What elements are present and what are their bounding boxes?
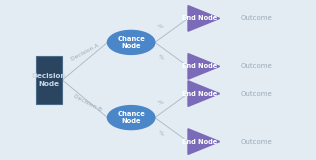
Text: Decision A: Decision A xyxy=(70,43,100,62)
Text: Chance
Node: Chance Node xyxy=(117,36,145,49)
Text: Outcome: Outcome xyxy=(240,139,272,145)
Circle shape xyxy=(107,30,155,54)
Text: Outcome: Outcome xyxy=(240,63,272,69)
Polygon shape xyxy=(188,54,220,79)
Text: %: % xyxy=(157,99,164,106)
Text: End Node: End Node xyxy=(182,63,218,69)
Circle shape xyxy=(107,106,155,130)
Polygon shape xyxy=(188,6,220,31)
Text: End Node: End Node xyxy=(182,91,218,97)
Polygon shape xyxy=(188,81,220,106)
Text: Decision
Node: Decision Node xyxy=(32,73,66,87)
Text: Decision B: Decision B xyxy=(72,94,102,112)
Text: End Node: End Node xyxy=(182,15,218,21)
Text: %: % xyxy=(157,54,164,61)
Text: End Node: End Node xyxy=(182,139,218,145)
Polygon shape xyxy=(188,129,220,154)
Text: Chance
Node: Chance Node xyxy=(117,111,145,124)
Text: %: % xyxy=(157,130,164,137)
Text: Outcome: Outcome xyxy=(240,15,272,21)
Text: %: % xyxy=(157,23,164,30)
Text: Outcome: Outcome xyxy=(240,91,272,97)
FancyBboxPatch shape xyxy=(35,56,63,104)
